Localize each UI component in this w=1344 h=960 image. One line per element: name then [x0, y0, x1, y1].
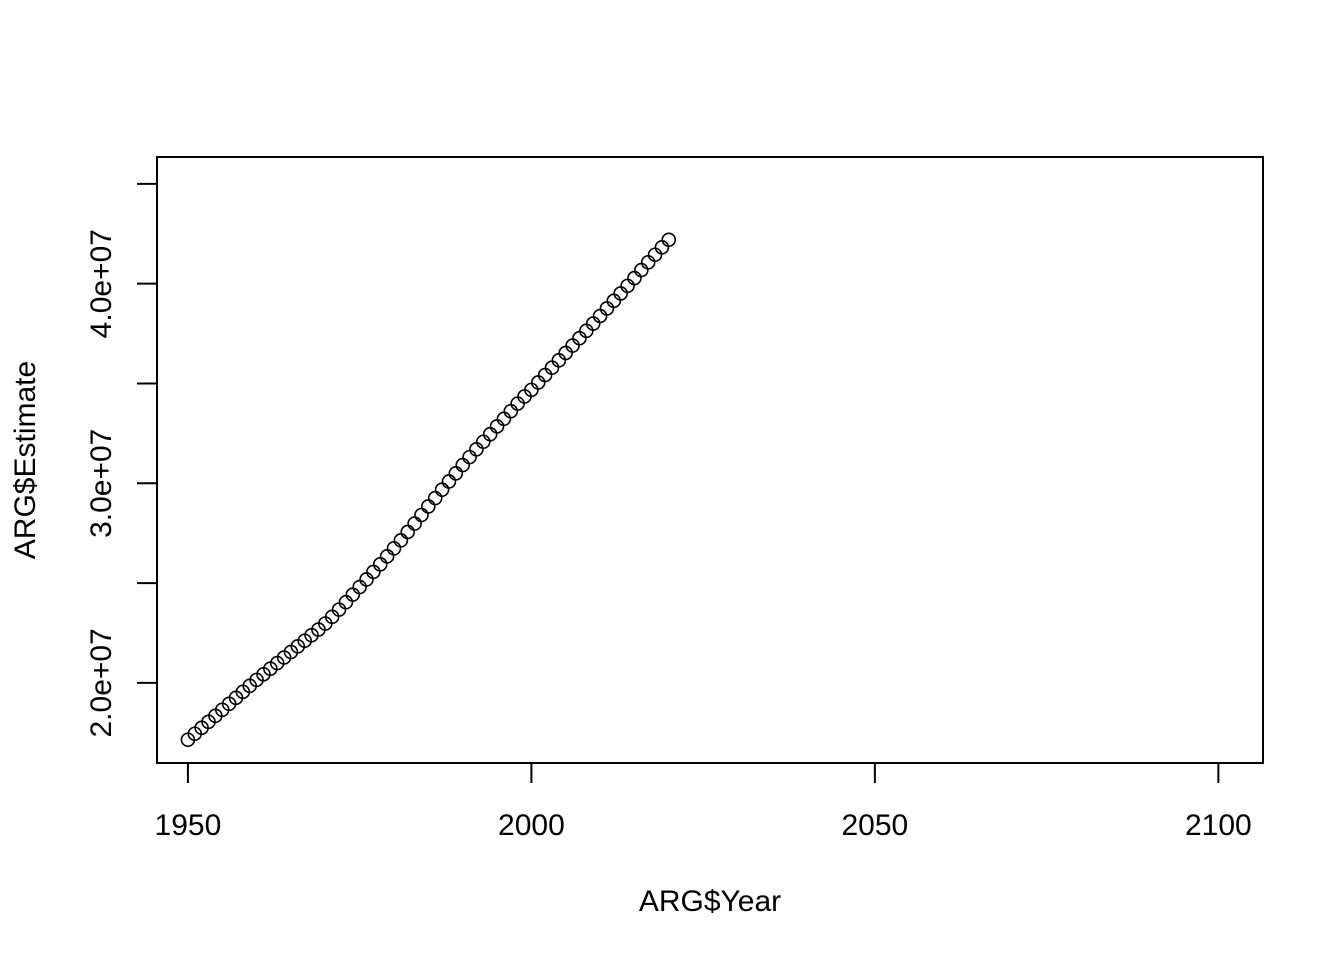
- y-tick-label: 3.0e+07: [85, 429, 118, 538]
- x-tick-label: 2050: [841, 809, 908, 842]
- data-point: [558, 345, 574, 361]
- data-point: [530, 375, 546, 390]
- y-tick-label: 4.0e+07: [85, 229, 118, 338]
- data-point: [489, 419, 505, 434]
- data-point: [427, 490, 443, 506]
- data-point: [400, 524, 416, 540]
- data-point: [572, 330, 587, 346]
- data-points: [180, 232, 677, 748]
- data-point: [407, 516, 422, 531]
- data-point: [441, 474, 457, 489]
- data-point: [366, 564, 381, 580]
- data-point: [448, 465, 464, 481]
- data-point: [469, 442, 484, 457]
- data-point: [551, 353, 567, 368]
- data-point: [372, 557, 388, 572]
- data-point: [482, 426, 498, 442]
- data-point: [386, 541, 402, 556]
- data-point: [393, 533, 409, 548]
- data-point: [634, 262, 649, 278]
- data-point: [462, 449, 477, 465]
- data-point: [331, 602, 347, 617]
- data-point: [359, 572, 374, 587]
- data-point: [640, 255, 656, 270]
- data-point: [620, 278, 635, 294]
- x-tick-label: 2000: [498, 809, 565, 842]
- y-axis-title: ARG$Estimate: [9, 361, 42, 559]
- data-point: [345, 587, 361, 602]
- x-tick-label: 2100: [1185, 809, 1252, 842]
- data-point: [565, 338, 580, 353]
- data-point: [414, 507, 429, 523]
- y-tick-label: 2.0e+07: [85, 628, 118, 737]
- data-point: [606, 293, 622, 309]
- data-point: [510, 396, 525, 411]
- data-point: [352, 579, 367, 595]
- data-point: [654, 240, 670, 255]
- x-axis: 1950 2000 2050 2100: [155, 762, 1252, 842]
- data-point: [434, 482, 450, 497]
- data-point: [544, 360, 560, 376]
- data-point: [592, 308, 608, 324]
- data-point: [379, 549, 395, 564]
- data-point: [613, 286, 628, 301]
- data-point: [537, 367, 553, 383]
- data-point: [476, 434, 491, 450]
- data-point: [455, 457, 470, 473]
- data-point: [661, 232, 677, 248]
- data-point: [585, 316, 601, 331]
- x-axis-title: ARG$Year: [639, 885, 781, 918]
- data-point: [627, 270, 642, 286]
- data-point: [503, 403, 519, 419]
- data-point: [579, 323, 594, 339]
- data-point: [496, 411, 512, 427]
- data-point: [421, 499, 436, 514]
- data-point: [338, 594, 354, 610]
- plot-frame: [156, 156, 1264, 764]
- data-point: [599, 301, 615, 316]
- x-tick-label: 1950: [155, 809, 222, 842]
- data-point: [647, 247, 663, 263]
- y-axis: 2.0e+07 3.0e+07 4.0e+07: [85, 182, 158, 738]
